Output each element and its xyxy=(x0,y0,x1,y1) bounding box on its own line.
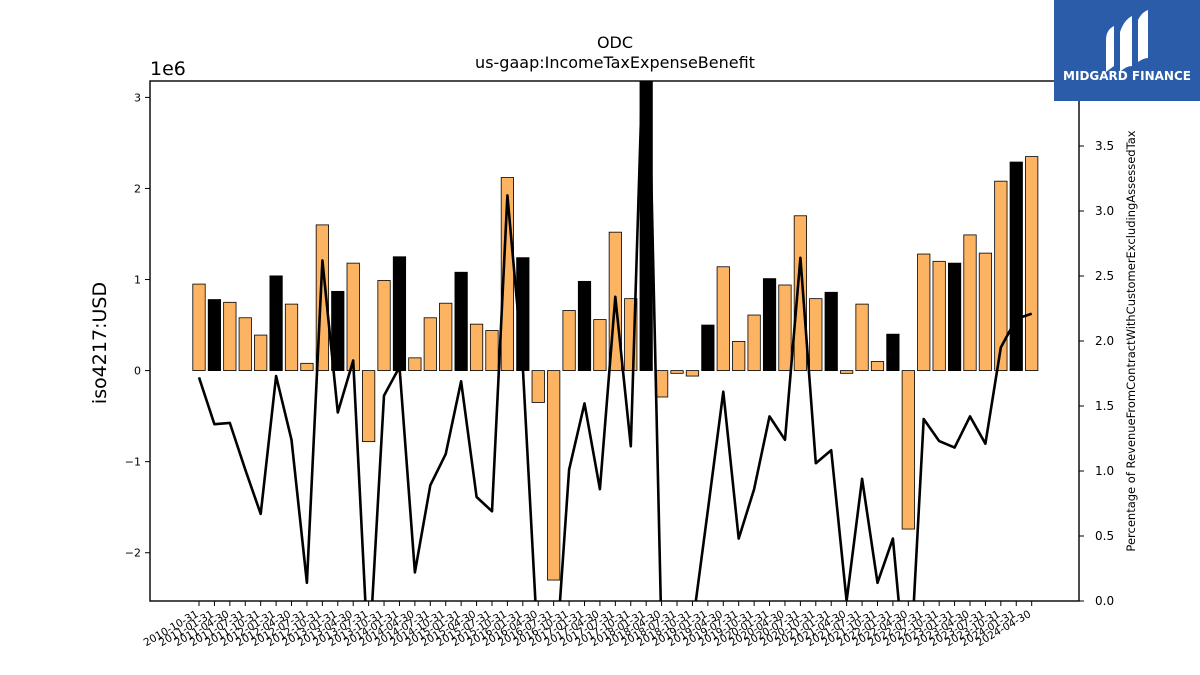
y-offset-label: 1e6 xyxy=(150,58,186,80)
bar xyxy=(932,260,946,371)
bar xyxy=(947,262,962,371)
bar xyxy=(886,333,900,371)
series-line xyxy=(197,81,1033,601)
bar xyxy=(454,271,468,371)
bar xyxy=(531,370,545,403)
bar xyxy=(346,262,360,371)
bar xyxy=(670,370,684,374)
bar xyxy=(439,302,453,371)
bar xyxy=(901,370,915,530)
bar xyxy=(762,278,777,371)
bar xyxy=(1009,161,1023,371)
bar xyxy=(978,252,993,371)
y-tick-label: −1 xyxy=(125,456,141,469)
bar xyxy=(300,362,314,371)
bar xyxy=(238,317,252,371)
bar xyxy=(577,280,592,371)
bar xyxy=(870,361,885,371)
bar xyxy=(223,301,237,371)
y-tick-label: 1 xyxy=(134,274,141,287)
bar xyxy=(1025,156,1039,371)
bar xyxy=(207,299,222,371)
y-tick-label: 3 xyxy=(134,91,141,104)
bar xyxy=(269,275,283,371)
bar xyxy=(778,284,792,371)
bar xyxy=(917,253,931,371)
bar xyxy=(377,280,391,371)
y2-tick-label: 1.5 xyxy=(1095,399,1114,413)
bar xyxy=(392,256,407,371)
y2-tick-label: 0.5 xyxy=(1095,529,1114,543)
bar xyxy=(547,370,561,581)
midgard-logo-icon xyxy=(1106,10,1148,72)
plot-frame xyxy=(149,80,1080,602)
y2-axis-label: Percentage of RevenueFromContractWithCus… xyxy=(1124,130,1138,551)
bar xyxy=(840,370,854,374)
y-tick-label: 2 xyxy=(134,182,141,195)
bar xyxy=(824,291,838,371)
y2-tick-label: 1.0 xyxy=(1095,464,1114,478)
bar xyxy=(701,324,715,371)
bar xyxy=(331,290,345,371)
bar xyxy=(423,317,437,371)
bar xyxy=(408,357,422,371)
bar xyxy=(716,266,730,371)
bar xyxy=(685,370,700,377)
bar xyxy=(192,283,206,371)
y2-tick-label: 3.5 xyxy=(1095,139,1114,153)
y2-tick-label: 2.5 xyxy=(1095,269,1114,283)
bar xyxy=(732,341,746,371)
bar xyxy=(362,370,376,443)
y-tick-label: −2 xyxy=(125,547,141,560)
y-tick-label: 0 xyxy=(134,365,141,378)
bar xyxy=(809,298,823,371)
bar xyxy=(994,180,1008,371)
y2-tick-label: 2.0 xyxy=(1095,334,1114,348)
midgard-finance-logo: MIDGARD FINANCE xyxy=(1054,0,1200,101)
bar xyxy=(855,303,869,371)
bar xyxy=(963,234,977,371)
bar xyxy=(254,334,268,371)
bar xyxy=(793,215,807,371)
bar xyxy=(284,303,299,371)
y2-tick-label: 3.0 xyxy=(1095,204,1114,218)
chart-subtitle: us-gaap:IncomeTaxExpenseBenefit xyxy=(475,53,755,72)
chart-title: ODC xyxy=(597,33,633,52)
bar xyxy=(593,319,607,371)
y2-tick-label: 0.0 xyxy=(1095,594,1114,608)
bar xyxy=(562,310,576,371)
bar xyxy=(747,314,761,371)
y-axis-label: iso4217:USD xyxy=(89,282,111,404)
bar xyxy=(485,330,499,371)
bar xyxy=(469,323,484,371)
logo-text: MIDGARD FINANCE xyxy=(1063,69,1191,83)
